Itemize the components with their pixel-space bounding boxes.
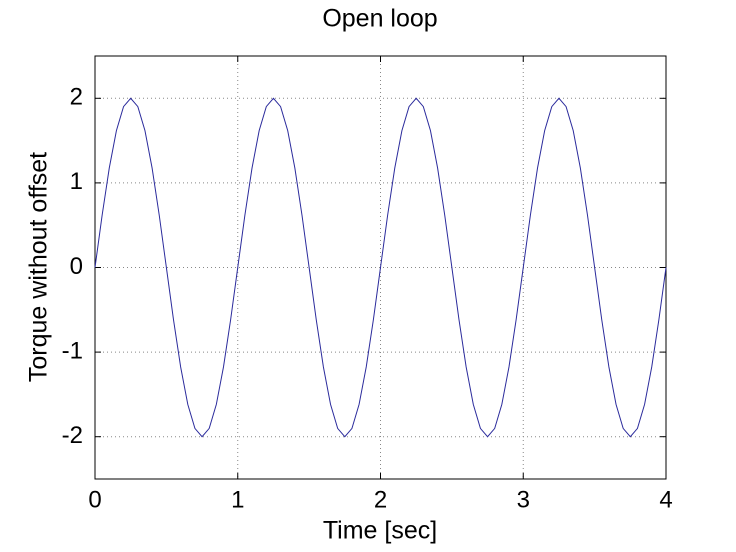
x-tick-label: 2: [374, 486, 387, 513]
y-axis-label: Torque without offset: [25, 152, 53, 382]
x-tick-label: 3: [517, 486, 530, 513]
y-tick-label: 1: [70, 168, 83, 195]
line-series: [94, 97, 667, 438]
y-tick-label: 2: [70, 84, 83, 111]
x-tick-label: 0: [88, 486, 101, 513]
x-tick-label: 4: [659, 486, 672, 513]
chart-title: Open loop: [322, 5, 437, 33]
y-tick-label: -1: [62, 337, 83, 364]
x-tick-label: 1: [231, 486, 244, 513]
x-axis-label: Time [sec]: [323, 517, 437, 545]
y-tick-label: -2: [62, 422, 83, 449]
y-tick-label: 0: [70, 253, 83, 280]
